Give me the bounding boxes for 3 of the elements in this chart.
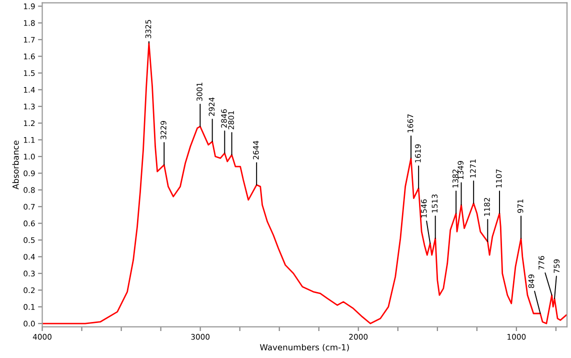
y-axis-title: Absorbance <box>12 140 19 190</box>
x-axis-title: Wavenumbers (cm-1) <box>260 344 349 352</box>
line-series <box>42 42 567 324</box>
